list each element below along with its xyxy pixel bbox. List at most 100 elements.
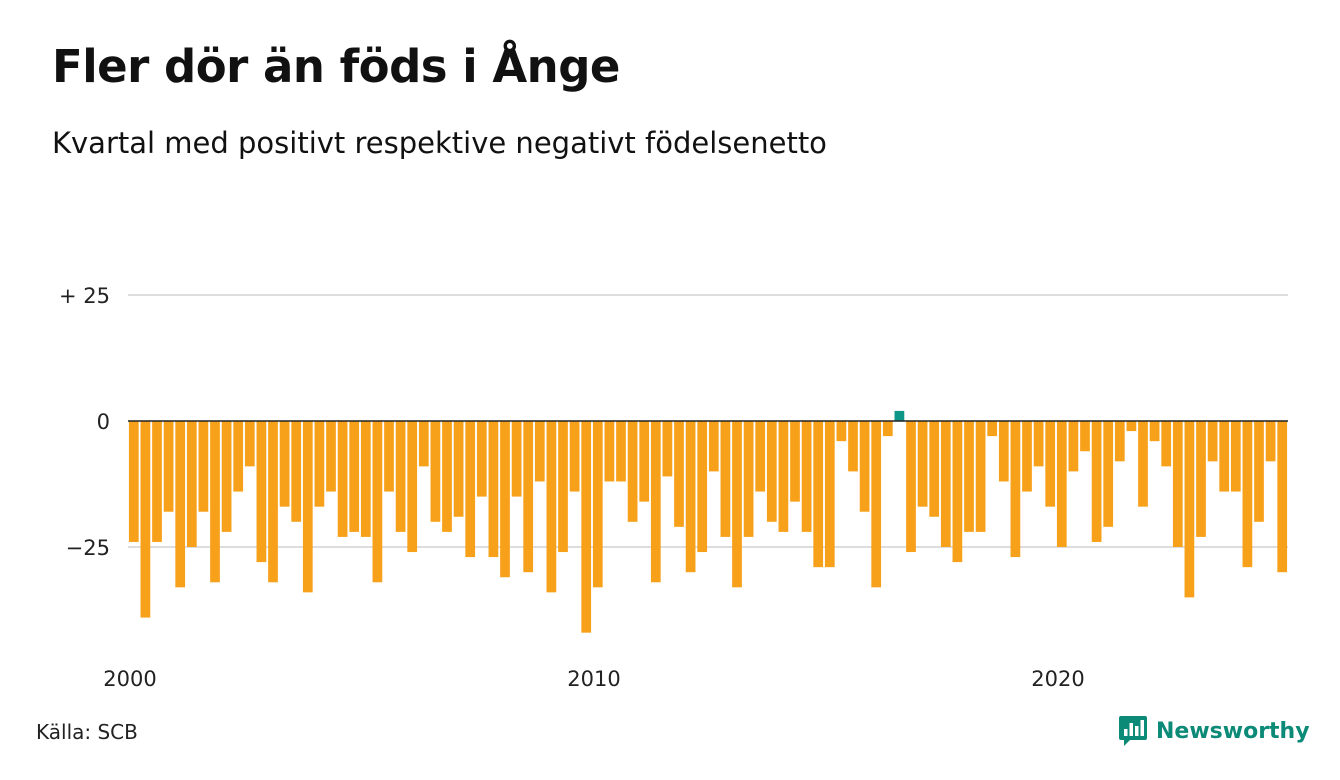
bar-negative [558,421,568,553]
bar-negative [929,421,940,517]
bar-negative [1219,421,1230,492]
x-tick-label: 2020 [1031,667,1084,691]
bar-negative [871,421,882,588]
bar-negative [708,421,719,472]
newsworthy-chart-logo-icon [1119,716,1147,746]
bar-negative [221,421,232,532]
x-tick-label: 2010 [567,667,620,691]
bar-negative [210,421,220,583]
bar-negative [349,421,360,532]
bar-chart: + 25 0 −25 2000 2010 2020 [59,284,1288,691]
bar-negative [1056,421,1067,547]
y-tick-label: −25 [66,536,110,560]
bar-negative [511,421,522,497]
brand-name: Newsworthy [1156,718,1310,744]
bar-negative [639,421,650,502]
bar-negative [964,421,974,532]
bar-negative [1161,421,1172,467]
bar-negative [824,421,835,568]
bar-negative [1149,421,1160,442]
bar-negative [140,421,151,618]
bar-negative [569,421,580,492]
bar-negative [337,421,348,537]
bar-negative [186,421,197,547]
bar-negative [592,421,603,588]
bar-negative [940,421,951,547]
bar-negative [314,421,325,507]
bar-negative [616,421,626,482]
bar-negative [1277,421,1288,573]
bar-negative [198,421,209,512]
bar-negative [523,421,534,573]
bar-negative [790,421,800,502]
bar-negative [384,421,394,492]
bar-negative [906,421,916,553]
bar-negative [152,421,162,542]
chart-subtitle: Kvartal med positivt respektive negativt… [52,126,827,160]
bar-negative [1242,421,1253,568]
bar-negative [674,421,684,527]
bar-negative [534,421,545,482]
bar-negative [604,421,615,482]
bar-negative [418,421,429,467]
bar-negative [720,421,731,537]
y-tick-label: + 25 [59,284,110,308]
bar-negative [1091,421,1102,542]
bar-negative [244,421,255,467]
bar-negative [998,421,1009,482]
axes: + 25 0 −25 2000 2010 2020 [59,284,1288,691]
bar-negative [1068,421,1079,472]
bar-negative [743,421,754,537]
bar-negative [1172,421,1183,547]
bar-negative [766,421,777,522]
bar-negative [662,421,673,477]
bar-negative [175,421,186,588]
bar-negative [1138,421,1148,507]
bar-negative [650,421,661,583]
bar-negative [1254,421,1264,522]
bar-negative [801,421,812,532]
bar-negative [395,421,406,532]
bar-negative [488,421,499,558]
bar-negative [755,421,766,492]
bar-negative [1103,421,1114,527]
bar-negative [546,421,557,593]
bar-negative [291,421,302,522]
bar-negative [627,421,638,522]
bar-negative [128,421,139,542]
bar-negative [848,421,858,472]
bar-negative [500,421,510,578]
bar-negative [360,421,371,537]
bar-negative [372,421,383,583]
bar-negative [987,421,998,437]
bar-negative [442,421,452,532]
bar-negative [453,421,464,517]
bar-negative [917,421,928,507]
bar-negative [1126,421,1137,432]
bar-negative [1114,421,1125,462]
bar-negative [859,421,870,512]
bar-negative [476,421,487,497]
bar-negative [1080,421,1090,452]
bar-negative [302,421,313,593]
newsworthy-brand[interactable]: Newsworthy [1118,714,1310,748]
bar-negative [1184,421,1195,598]
bar-negative [1010,421,1021,558]
bar-negative [1230,421,1241,492]
y-tick-label: 0 [97,410,110,434]
bar-negative [256,421,267,563]
chart-title: Fler dör än föds i Ånge [52,40,620,93]
bar-negative [465,421,476,558]
gridlines [128,294,1288,548]
bar-negative [1265,421,1276,462]
bars [128,410,1288,633]
bar-negative [279,421,290,507]
bar-negative [813,421,824,568]
bar-negative [952,421,963,563]
bar-negative [1196,421,1206,537]
bar-negative [882,421,893,437]
bar-negative [836,421,847,442]
bar-negative [326,421,336,492]
bar-negative [581,421,592,633]
bar-negative [732,421,742,588]
